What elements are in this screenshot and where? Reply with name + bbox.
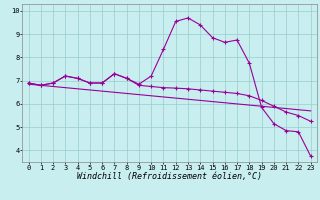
X-axis label: Windchill (Refroidissement éolien,°C): Windchill (Refroidissement éolien,°C) [77,172,262,181]
